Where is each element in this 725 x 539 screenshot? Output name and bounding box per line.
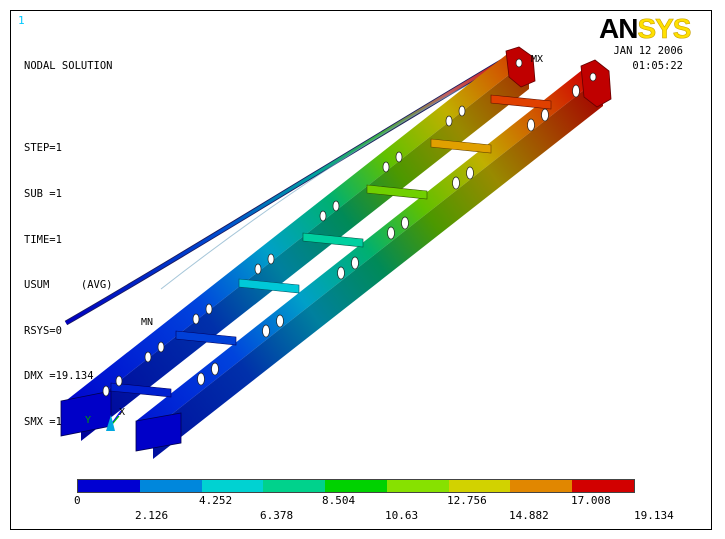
legend-label-4: 8.504	[322, 494, 356, 507]
ansys-logo: ANSYS	[599, 13, 692, 45]
right-rail-end-cap	[580, 59, 612, 108]
legend-label-2: 4.252	[199, 494, 233, 507]
legend-swatch-3	[263, 480, 326, 492]
legend-swatch-8	[572, 480, 635, 492]
legend-swatch-6	[448, 480, 511, 492]
date-time: 01:05:22	[632, 60, 683, 72]
coordinate-triad	[106, 410, 122, 431]
triad-x-label: X	[119, 407, 126, 418]
legend-label-5: 10.63	[385, 509, 419, 522]
legend-swatch-4	[325, 480, 387, 492]
legend-swatch-2	[201, 480, 264, 492]
max-marker: MX	[531, 54, 544, 65]
legend-swatch-7	[510, 480, 573, 492]
info-rsys: RSYS=0	[24, 324, 62, 337]
contour-legend-bar	[77, 479, 635, 493]
info-dmx: DMX =19.134	[24, 370, 94, 383]
right-rail-top	[136, 67, 603, 429]
legend-label-9: 19.134	[634, 509, 674, 522]
info-title: NODAL SOLUTION	[24, 60, 113, 73]
left-end-block	[60, 390, 112, 437]
graphics-window: 1 NODAL SOLUTION STEP=1 SUB =1 TIME=1 US…	[10, 10, 712, 530]
left-rail-top	[63, 51, 529, 411]
info-usum: USUM (AVG)	[24, 279, 113, 292]
right-end-block	[135, 412, 182, 452]
right-rail-side	[153, 75, 603, 459]
legend-swatch-1	[139, 480, 202, 492]
info-sub: SUB =1	[24, 188, 62, 200]
legend-swatch-5	[386, 480, 449, 492]
legend-label-1: 2.126	[135, 509, 169, 522]
triad-y-label: Y	[85, 415, 92, 426]
deformed-cable-fill	[65, 51, 517, 325]
info-step: STEP=1	[24, 142, 62, 155]
date-stamp: JAN 12 2006 01:05:22	[603, 44, 683, 74]
model-viewport[interactable]	[11, 11, 711, 529]
min-marker: MN	[141, 317, 154, 328]
left-rail-side	[81, 59, 529, 441]
window-number: 1	[18, 14, 25, 27]
cross-members	[110, 94, 552, 398]
legend-label-0: 0	[74, 494, 81, 507]
info-time: TIME=1	[24, 233, 62, 246]
legend-label-6: 12.756	[447, 494, 487, 507]
date-day: JAN 12 2006	[613, 45, 683, 57]
legend-label-3: 6.378	[260, 509, 294, 522]
legend-label-7: 14.882	[509, 509, 549, 522]
rail-holes	[102, 58, 597, 397]
legend-swatch-0	[78, 480, 140, 492]
cable-guide	[160, 62, 512, 290]
legend-label-8: 17.008	[571, 494, 611, 507]
